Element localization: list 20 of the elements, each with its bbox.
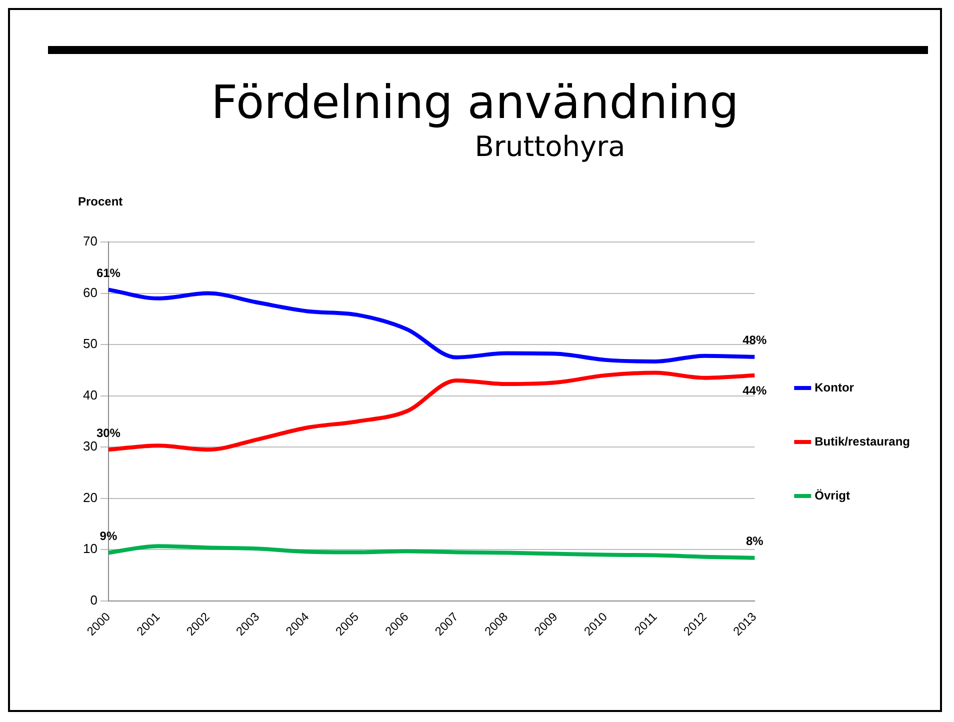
y-tick-label: 60 [82,284,98,300]
data-label: 61% [96,266,121,280]
y-axis-title: Procent [78,194,123,208]
legend-label: Butik/restaurang [814,434,910,448]
y-tick-label: 0 [90,592,98,608]
y-tick-label: 20 [82,490,98,505]
y-tick-label: 70 [82,234,98,249]
data-label: 9% [100,529,118,544]
y-tick-label: 30 [82,438,98,454]
chart-subtitle: Bruttohyra [474,130,626,164]
y-tick-label: 10 [82,541,98,556]
chart-title: Fördelning användning [210,74,740,130]
data-label: 30% [96,426,121,440]
y-tick-label: 40 [82,387,98,402]
data-label: 48% [742,333,767,348]
legend-label: Övrigt [814,488,850,502]
data-label: 44% [742,384,767,398]
legend-label: Kontor [814,380,854,394]
y-tick-label: 50 [82,336,98,352]
data-label: 8% [746,534,764,548]
